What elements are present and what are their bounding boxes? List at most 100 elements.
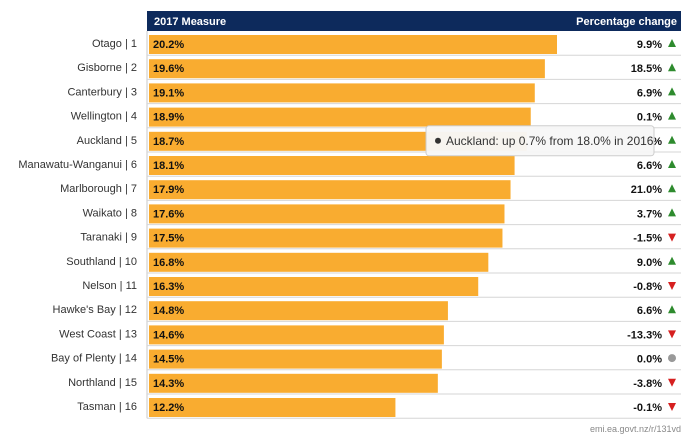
bar-value-label: 12.2% <box>153 402 184 414</box>
bar-value-label: 18.1% <box>153 160 184 172</box>
bar[interactable] <box>149 59 545 79</box>
bar-value-label: 14.3% <box>153 378 184 390</box>
table-row: Otago | 1 20.2% 9.9% <box>92 35 681 56</box>
down-arrow-icon <box>668 403 676 411</box>
bar-value-label: 16.8% <box>153 257 184 269</box>
table-row: Canterbury | 3 19.1% 6.9% <box>67 83 681 105</box>
up-arrow-icon <box>668 111 676 120</box>
up-arrow-icon <box>668 63 676 72</box>
up-arrow-icon <box>668 184 676 193</box>
bar-value-label: 20.2% <box>153 39 184 51</box>
change-label: 3.7% <box>637 208 662 220</box>
table-row: Northland | 15 14.3% -3.8% <box>68 373 681 395</box>
table-row: Tasman | 16 12.2% -0.1% <box>77 398 681 419</box>
bar-value-label: 19.6% <box>153 63 184 75</box>
category-label: Hawke's Bay | 12 <box>53 304 137 316</box>
category-label: Otago | 1 <box>92 38 137 50</box>
down-arrow-icon <box>668 233 676 242</box>
bar[interactable] <box>149 204 505 224</box>
category-label: Waikato | 8 <box>83 207 137 219</box>
bar[interactable] <box>149 301 448 321</box>
down-arrow-icon <box>668 282 676 290</box>
change-label: 9.0% <box>637 257 662 269</box>
bar[interactable] <box>149 398 396 417</box>
table-row: Waikato | 8 17.6% 3.7% <box>83 204 681 226</box>
change-label: 6.6% <box>637 305 662 317</box>
table-row: Southland | 10 16.8% 9.0% <box>66 252 681 274</box>
category-label: Bay of Plenty | 14 <box>51 353 137 365</box>
table-row: Hawke's Bay | 12 14.8% 6.6% <box>53 301 681 322</box>
down-arrow-icon <box>668 378 676 387</box>
tooltip-text: Auckland: up 0.7% from 18.0% in 2016 <box>446 134 654 148</box>
change-label: -13.3% <box>627 329 662 341</box>
bar[interactable] <box>149 107 531 127</box>
change-label: 9.9% <box>637 39 662 51</box>
tooltip-bullet <box>435 137 441 144</box>
change-label: -0.1% <box>633 402 662 414</box>
up-arrow-icon <box>668 208 676 217</box>
bar[interactable] <box>149 325 444 345</box>
bar-value-label: 17.6% <box>153 208 184 220</box>
category-label: West Coast | 13 <box>59 328 137 340</box>
table-row: Bay of Plenty | 14 14.5% 0.0% <box>51 349 681 371</box>
bar[interactable] <box>149 180 511 200</box>
up-arrow-icon <box>668 160 676 168</box>
header-bar <box>147 11 681 31</box>
table-row: West Coast | 13 14.6% -13.3% <box>59 325 681 347</box>
bar[interactable] <box>149 35 557 54</box>
change-label: 0.1% <box>637 112 662 124</box>
no-change-dot-icon <box>668 354 676 363</box>
bar-value-label: 19.1% <box>153 87 184 99</box>
change-label: 6.6% <box>637 160 662 172</box>
category-label: Nelson | 11 <box>82 280 137 292</box>
change-label: 0.0% <box>637 354 662 366</box>
category-label: Tasman | 16 <box>77 401 137 413</box>
tooltip-box <box>425 125 655 157</box>
bar[interactable] <box>149 349 442 369</box>
table-row: Nelson | 11 16.3% -0.8% <box>82 277 681 298</box>
change-label: -1.5% <box>633 233 662 245</box>
bar-value-label: 14.5% <box>153 354 184 366</box>
bar-value-label: 17.9% <box>153 184 184 196</box>
chart-header: 2017 Measure Percentage change <box>147 11 681 31</box>
change-label: -0.8% <box>633 281 662 293</box>
up-arrow-icon <box>668 39 676 47</box>
up-arrow-icon <box>668 135 676 144</box>
table-row: Wellington | 4 18.9% 0.1% <box>71 107 681 129</box>
header-measure-label: 2017 Measure <box>154 16 226 28</box>
category-label: Northland | 15 <box>68 377 137 389</box>
up-arrow-icon <box>668 305 676 314</box>
tooltip: Auckland: up 0.7% from 18.0% in 2016 <box>425 125 655 157</box>
bar[interactable] <box>149 156 515 175</box>
category-label: Gisborne | 2 <box>77 62 137 74</box>
change-label: 21.0% <box>631 184 662 196</box>
table-row: Gisborne | 2 19.6% 18.5% <box>77 59 681 80</box>
down-arrow-icon <box>668 330 676 339</box>
table-row: Manawatu-Wanganui | 6 18.1% 6.6% <box>18 156 681 177</box>
header-change-label: Percentage change <box>576 16 677 28</box>
bar-value-label: 18.7% <box>153 136 184 148</box>
category-label: Wellington | 4 <box>71 111 137 123</box>
category-label: Canterbury | 3 <box>67 86 137 98</box>
bar[interactable] <box>149 252 489 272</box>
bar-value-label: 18.9% <box>153 112 184 124</box>
bar[interactable] <box>149 373 438 393</box>
category-label: Auckland | 5 <box>77 135 137 147</box>
bar-value-label: 17.5% <box>153 233 184 245</box>
chart-rows: Otago | 1 20.2% 9.9% Gisborne | 2 19.6% 18.5%… <box>18 31 681 419</box>
category-label: Manawatu-Wanganui | 6 <box>18 159 137 171</box>
table-row: Taranaki | 9 17.5% -1.5% <box>80 228 681 250</box>
category-label: Southland | 10 <box>66 256 137 268</box>
source-credit: emi.ea.govt.nz/r/131vd <box>590 424 681 434</box>
bar[interactable] <box>149 83 535 103</box>
category-label: Taranaki | 9 <box>80 232 137 244</box>
bar-value-label: 14.8% <box>153 305 184 317</box>
up-arrow-icon <box>668 87 676 96</box>
change-label: 18.5% <box>631 63 662 75</box>
bar[interactable] <box>149 277 479 296</box>
change-label: 6.9% <box>637 87 662 99</box>
up-arrow-icon <box>668 256 676 265</box>
change-label: -3.8% <box>633 378 662 390</box>
bar[interactable] <box>149 228 503 248</box>
